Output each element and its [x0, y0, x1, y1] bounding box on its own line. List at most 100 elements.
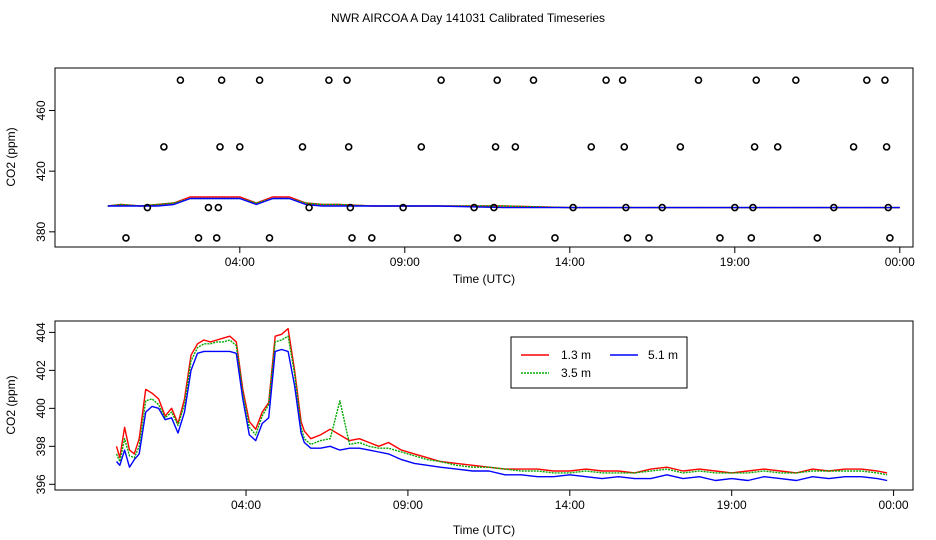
scatter-point	[298, 143, 307, 151]
scatter-point	[265, 234, 274, 242]
top-x-tick-label: 14:00	[555, 255, 585, 269]
top-y-axis-label: CO2 (ppm)	[4, 127, 18, 186]
top-x-tick-label: 04:00	[225, 255, 255, 269]
scatter-point	[217, 76, 226, 84]
scatter-point	[511, 143, 520, 151]
scatter-point	[367, 234, 376, 242]
scatter-point	[569, 203, 577, 212]
scatter-point	[813, 234, 822, 242]
scatter-point	[204, 203, 213, 212]
bot-x-tick-label: 00:00	[879, 498, 909, 512]
scatter-point	[884, 203, 893, 212]
scatter-point	[470, 203, 478, 212]
scatter-point	[194, 234, 203, 242]
scatter-point	[882, 143, 891, 151]
scatter-point	[694, 76, 703, 84]
scatter-point	[214, 203, 223, 212]
bot-y-tick-label: 398	[34, 436, 48, 456]
top-series-line-5-1-m	[107, 197, 900, 209]
scatter-point	[829, 203, 838, 212]
bot-x-tick-label: 04:00	[231, 498, 261, 512]
top-x-tick-label: 09:00	[390, 255, 420, 269]
scatter-point	[143, 203, 152, 212]
top-y-tick-label: 460	[34, 100, 48, 120]
scatter-point	[399, 203, 407, 212]
scatter-point	[730, 203, 739, 212]
scatter-point	[212, 234, 221, 242]
scatter-point	[620, 143, 629, 151]
bottom-plot-frame	[54, 320, 914, 491]
scatter-point	[325, 76, 333, 84]
bot-y-tick-label: 400	[34, 398, 48, 418]
figure-title: NWR AIRCOA A Day 141031 Calibrated Times…	[331, 11, 605, 25]
top-y-axis: 380 420 460	[34, 100, 55, 242]
legend-label-5-1m: 5.1 m	[648, 348, 678, 362]
scatter-point	[348, 234, 356, 242]
scatter-point	[750, 143, 759, 151]
scatter-point	[529, 76, 538, 84]
bottom-y-axis: 396 398 400 402 404	[34, 322, 55, 494]
scatter-point	[622, 203, 630, 212]
top-scatter-points	[122, 76, 894, 242]
scatter-point	[658, 203, 667, 212]
scatter-point	[862, 76, 871, 84]
scatter-point	[493, 76, 502, 84]
top-x-axis-label: Time (UTC)	[453, 272, 515, 286]
scatter-point	[623, 234, 632, 242]
top-x-axis: 04:00 09:00 14:00 19:00 00:00	[225, 247, 915, 269]
top-series-lines	[107, 196, 900, 209]
scatter-point	[752, 76, 761, 84]
scatter-point	[343, 76, 351, 84]
bot-x-tick-label: 14:00	[555, 498, 585, 512]
top-x-tick-label: 19:00	[720, 255, 750, 269]
bot-x-tick-label: 09:00	[393, 498, 423, 512]
scatter-point	[849, 143, 858, 151]
bot-y-tick-label: 404	[34, 322, 48, 342]
bot-series-line-5-1-m	[115, 348, 888, 482]
scatter-point	[176, 76, 185, 84]
scatter-point	[305, 203, 313, 212]
scatter-point	[881, 76, 889, 84]
scatter-point	[886, 234, 894, 242]
top-y-tick-label: 380	[34, 221, 48, 241]
scatter-point	[160, 143, 168, 151]
scatter-point	[344, 143, 353, 151]
scatter-point	[453, 234, 462, 242]
bot-y-tick-label: 402	[34, 360, 48, 380]
scatter-point	[587, 143, 596, 151]
bottom-y-axis-label: CO2 (ppm)	[4, 375, 18, 434]
top-plot-frame	[54, 67, 914, 248]
scatter-point	[645, 234, 653, 242]
scatter-point	[716, 234, 724, 242]
bottom-x-axis: 04:00 09:00 14:00 19:00 00:00	[231, 490, 909, 512]
top-y-tick-label: 420	[34, 161, 48, 181]
scatter-point	[551, 234, 559, 242]
scatter-point	[346, 203, 355, 212]
scatter-point	[417, 143, 426, 151]
scatter-point	[676, 143, 685, 151]
scatter-point	[488, 234, 497, 242]
scatter-point	[602, 76, 610, 84]
scatter-point	[255, 76, 264, 84]
legend-label-1-3m: 1.3 m	[561, 348, 591, 362]
scatter-point	[437, 76, 445, 84]
scatter-point	[490, 203, 498, 212]
bottom-series-lines	[115, 327, 888, 482]
bottom-panel: 04:00 09:00 14:00 19:00 00:00 396 398 400 402 40…	[4, 320, 914, 537]
scatter-point	[749, 203, 757, 212]
top-x-tick-label: 00:00	[885, 255, 915, 269]
top-panel: 04:00 09:00 14:00 19:00 00:00 380 420 460 Time…	[4, 67, 915, 286]
scatter-point	[216, 143, 224, 151]
bot-y-tick-label: 396	[34, 474, 48, 494]
top-series-line-3-5-m	[107, 197, 900, 209]
legend: 1.3 m 5.1 m 3.5 m	[510, 336, 688, 389]
bot-series-line-3-5-m	[115, 335, 888, 476]
scatter-point	[491, 143, 500, 151]
scatter-point	[236, 143, 244, 151]
scatter-point	[618, 76, 627, 84]
scatter-point	[792, 76, 800, 84]
bot-series-line-1-3-m	[115, 327, 888, 474]
legend-box	[510, 336, 688, 389]
scatter-point	[747, 234, 756, 242]
